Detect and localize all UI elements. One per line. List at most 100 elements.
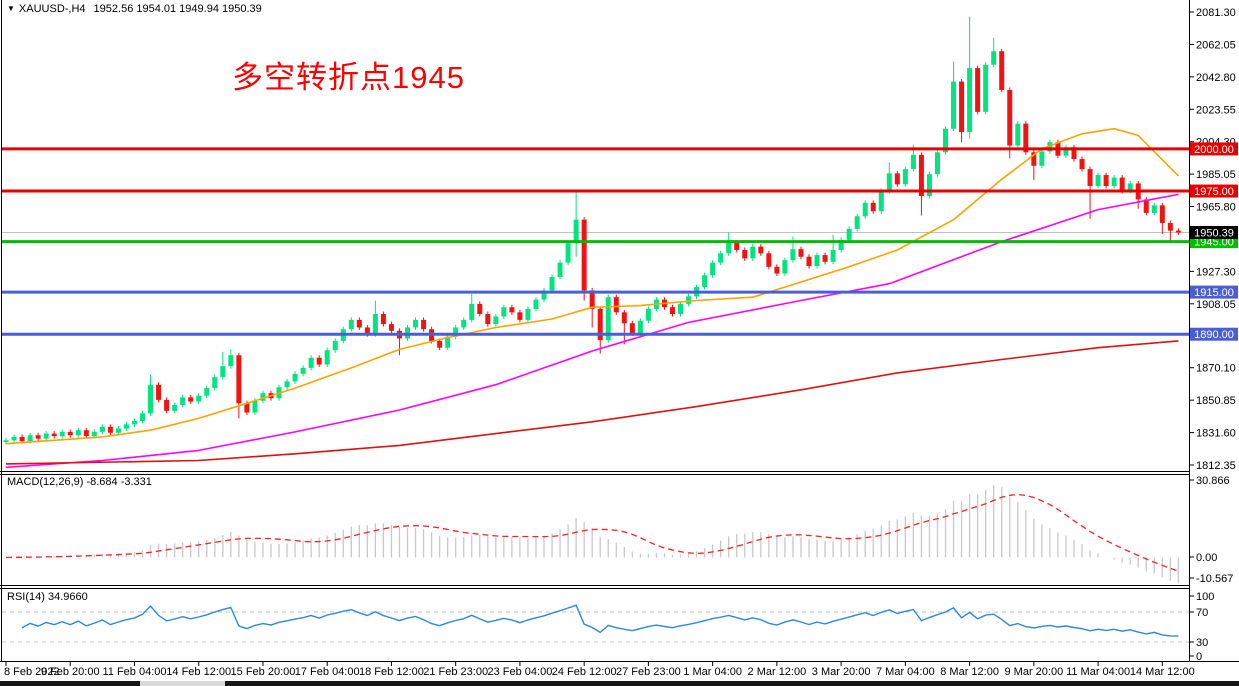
candle-bull [541, 290, 547, 300]
candle-bull [123, 424, 129, 429]
candle-bull [782, 260, 788, 274]
candle-bull [846, 228, 852, 240]
candle-bull [284, 381, 290, 388]
candle-bull [11, 436, 17, 441]
candle-bull [967, 68, 973, 133]
candle-bull [605, 297, 611, 341]
candle-bear [597, 308, 603, 341]
candle-bear [51, 433, 57, 437]
candle-bull [324, 350, 330, 365]
rsi-indicator-label: RSI(14) 34.9660 [7, 591, 88, 603]
candle-bear [107, 426, 113, 433]
candle-bull [99, 426, 105, 432]
candle-bull [252, 400, 258, 413]
candle-bear [613, 297, 619, 313]
time-axis-label: 21 Feb 23:00 [423, 666, 488, 678]
time-axis-label: 9 Feb 20:00 [41, 666, 100, 678]
candle-bull [501, 307, 507, 317]
candle-bear [758, 246, 764, 254]
candle-bull [686, 296, 692, 304]
candle-bull [27, 435, 33, 442]
candle-bear [774, 266, 780, 274]
time-axis-label: 14 Mar 12:00 [1130, 666, 1195, 678]
price-badge [1190, 285, 1238, 299]
candle-bear [356, 319, 362, 328]
candle-bull [204, 388, 210, 396]
time-axis-label: 2 Mar 12:00 [748, 666, 807, 678]
rsi-axis-label: 70 [1196, 607, 1208, 619]
candle-bear [388, 324, 394, 331]
candle-bear [1143, 199, 1149, 213]
price-badge [1190, 142, 1238, 156]
price-badge-label: 1915.00 [1194, 287, 1234, 299]
time-axis-label: 3 Mar 20:00 [812, 666, 871, 678]
candle-bull [726, 242, 732, 254]
candle-bull [212, 377, 218, 389]
candle-bear [83, 430, 89, 437]
candle-bull [645, 308, 651, 321]
chart-title: ▼ XAUUSD-,H4 1952.56 1954.01 1949.94 1950.… [7, 3, 262, 15]
candle-bull [710, 262, 716, 276]
candle-bull [830, 249, 836, 262]
candle-bull [115, 428, 121, 433]
candle-bear [19, 436, 25, 442]
price-badge [1190, 225, 1238, 239]
candle-bear [156, 384, 162, 400]
candle-bull [951, 81, 957, 129]
candle-bull [260, 393, 266, 401]
candle-bear [1031, 152, 1037, 166]
candle-bear [1159, 205, 1165, 224]
candle-bear [822, 255, 828, 262]
candle-bull [637, 320, 643, 334]
candle-bear [894, 173, 900, 185]
bottom-edge-bar-gap [140, 681, 225, 686]
candle-bear [581, 219, 587, 291]
price-axis-label: 1850.85 [1196, 395, 1236, 407]
candle-bull [1015, 123, 1021, 146]
candle-bull [348, 319, 354, 330]
candle-bull [549, 276, 555, 291]
candle-bull [1127, 183, 1133, 192]
ma-mid-magenta-line [5, 193, 1179, 469]
bottom-edge-bar [0, 681, 1239, 686]
candle-bull [172, 404, 178, 411]
candle-bear [67, 431, 73, 436]
candle-bull [59, 431, 65, 437]
price-axis-label: 1831.60 [1196, 428, 1236, 440]
candle-bear [1119, 177, 1125, 192]
candle-bear [1175, 230, 1181, 233]
candle-bull [934, 152, 940, 175]
rsi-axis-label: 100 [1196, 591, 1214, 603]
candle-bull [292, 373, 298, 382]
candle-bear [959, 81, 965, 133]
candle-bull [790, 249, 796, 261]
candle-bull [131, 420, 137, 425]
candle-bull [814, 255, 820, 266]
price-axis-label: 1985.05 [1196, 169, 1236, 181]
candle-bull [493, 316, 499, 325]
price-axis-label: 1965.80 [1196, 202, 1236, 214]
candle-bull [372, 313, 378, 335]
ohlc-values: 1952.56 1954.01 1949.94 1950.39 [93, 3, 262, 15]
candle-bear [669, 307, 675, 314]
rsi-line [21, 604, 1179, 637]
candle-bear [1167, 223, 1173, 231]
candle-bull [718, 253, 724, 263]
candle-bull [991, 51, 997, 65]
candle-bear [477, 303, 483, 314]
candle-bull [300, 367, 306, 374]
candle-bear [437, 340, 443, 348]
candle-bull [3, 440, 9, 443]
symbol-period-label: XAUUSD-,H4 [18, 3, 86, 15]
time-axis-label: 8 Mar 12:00 [940, 666, 999, 678]
candle-bull [926, 174, 932, 197]
time-axis-label: 18 Feb 12:00 [359, 666, 424, 678]
price-badge [1190, 327, 1238, 341]
candle-bear [485, 313, 491, 325]
candle-bull [220, 366, 226, 378]
candle-bull [557, 262, 563, 277]
macd-axis-label: 30.866 [1196, 475, 1230, 487]
macd-axis-label: -10.567 [1196, 573, 1233, 585]
macd-signal-line [5, 493, 1179, 572]
